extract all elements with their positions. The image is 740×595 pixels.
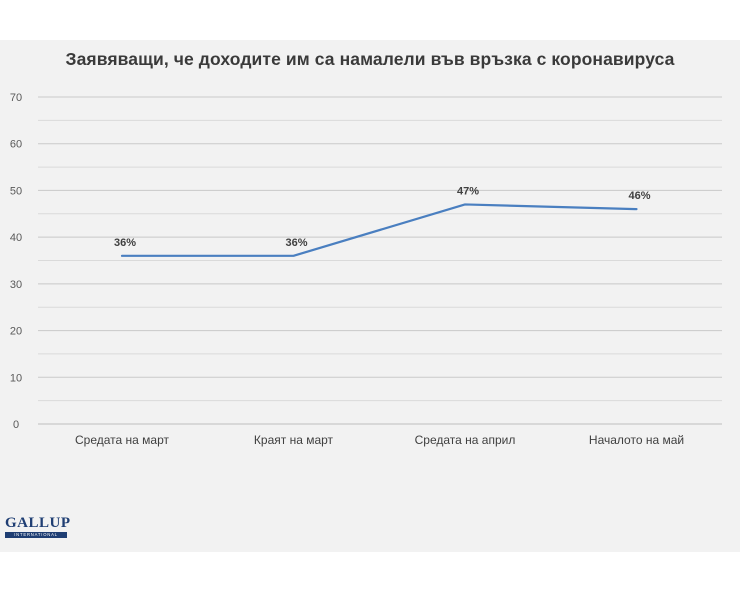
y-tick-label: 30 <box>10 279 22 291</box>
data-label: 47% <box>457 185 479 197</box>
x-tick-label: Средата на април <box>415 433 516 447</box>
data-label: 36% <box>285 237 307 249</box>
y-tick-label: 0 <box>13 419 19 431</box>
y-axis-ticks: 0 10 20 30 40 50 60 70 <box>10 92 22 431</box>
data-labels: 36% 36% 47% 46% <box>114 185 651 248</box>
logo-text: GALLUP <box>5 515 71 531</box>
gridlines <box>38 96 722 425</box>
gallup-logo: GALLUP INTERNATIONAL <box>5 515 71 538</box>
data-label: 36% <box>114 237 136 249</box>
series-line <box>120 203 638 257</box>
y-tick-label: 40 <box>10 232 22 244</box>
y-tick-label: 60 <box>10 139 22 151</box>
chart-panel <box>0 40 740 552</box>
logo-subtext: INTERNATIONAL <box>5 532 67 538</box>
x-axis-ticks: Средата на март Краят на март Средата на а… <box>75 433 684 447</box>
x-tick-label: Началото на май <box>589 433 684 447</box>
y-tick-label: 20 <box>10 326 22 338</box>
x-tick-label: Средата на март <box>75 433 170 447</box>
x-tick-label: Краят на март <box>254 433 334 447</box>
y-tick-label: 50 <box>10 185 22 197</box>
data-label: 46% <box>628 190 650 202</box>
y-tick-label: 70 <box>10 92 22 104</box>
chart-title: Заявяващи, че доходите им са намалели въ… <box>65 49 675 69</box>
series-group <box>120 203 638 257</box>
y-tick-label: 10 <box>10 372 22 384</box>
